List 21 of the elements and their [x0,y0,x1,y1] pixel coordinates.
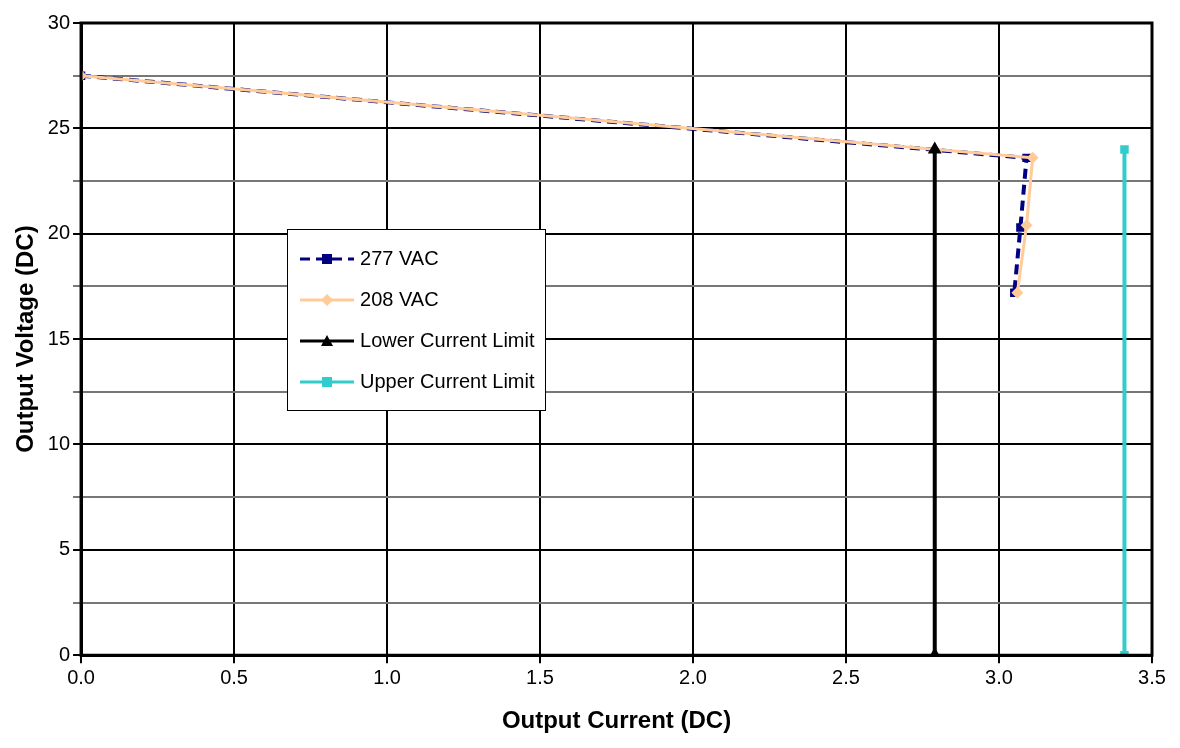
y-axis-title: Output Voltage (DC) [11,225,39,453]
y-tick-label: 25 [47,115,71,138]
y-tick-label: 30 [47,10,71,33]
x-axis-title: Output Current (DC) [501,706,732,734]
legend-label: Lower Current Limit [360,329,535,353]
x-tick-label: 1.5 [526,665,554,688]
x-tick-label: 2.5 [832,665,860,688]
x-tick-label: 3.5 [1138,665,1166,688]
x-tick-label: 0.0 [67,665,95,688]
y-tick-label: 15 [47,326,71,349]
x-tick-label: 3.0 [985,665,1013,688]
legend-label: Upper Current Limit [360,370,535,394]
x-tick-label: 2.0 [679,665,707,688]
legend-label: 277 VAC [360,247,439,271]
y-tick-label: 10 [47,431,71,454]
x-tick-label: 0.5 [220,665,248,688]
y-tick-label: 20 [47,221,71,244]
y-tick-label: 5 [58,537,71,560]
x-tick-label: 1.0 [373,665,401,688]
y-tick-label: 0 [58,642,71,665]
legend-label: 208 VAC [360,288,439,312]
